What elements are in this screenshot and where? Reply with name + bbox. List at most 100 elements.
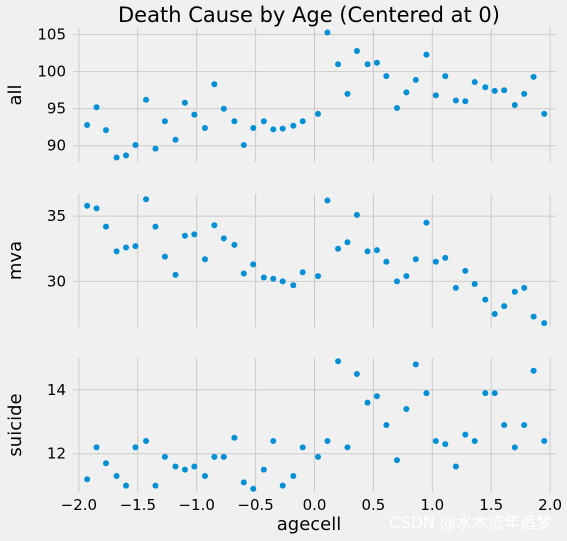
point-mva-18 <box>260 274 267 281</box>
point-mva-35 <box>432 258 439 265</box>
point-mva-2 <box>102 223 109 230</box>
point-mva-25 <box>335 245 342 252</box>
point-suicide-6 <box>143 437 150 444</box>
point-mva-27 <box>353 211 360 218</box>
y-axis-label-all: all <box>5 84 26 105</box>
panel-suicide: 12 14 suicide <box>5 358 556 492</box>
x-tick-label-8: 2.0 <box>538 496 562 514</box>
point-all-32 <box>403 89 410 96</box>
point-all-13 <box>211 81 218 88</box>
point-mva-9 <box>172 271 179 278</box>
point-suicide-45 <box>530 367 537 374</box>
point-mva-0 <box>84 202 91 209</box>
point-mva-32 <box>403 273 410 280</box>
point-suicide-15 <box>231 434 238 441</box>
point-suicide-43 <box>511 444 518 451</box>
point-suicide-29 <box>373 393 380 400</box>
point-suicide-21 <box>290 473 297 480</box>
point-all-21 <box>290 122 297 129</box>
point-all-18 <box>260 118 267 125</box>
point-mva-4 <box>123 244 130 251</box>
point-all-46 <box>541 110 548 117</box>
point-mva-17 <box>250 261 257 268</box>
point-all-26 <box>344 90 351 97</box>
x-tick-label-6: 1.0 <box>420 496 444 514</box>
point-all-8 <box>161 118 168 125</box>
point-suicide-28 <box>364 399 371 406</box>
x-tick-label-4: 0.0 <box>303 496 327 514</box>
point-suicide-26 <box>344 444 351 451</box>
x-axis-label: agecell <box>277 514 342 535</box>
point-mva-30 <box>383 258 390 265</box>
point-mva-13 <box>211 222 218 229</box>
point-all-33 <box>412 76 419 83</box>
point-all-29 <box>373 59 380 66</box>
point-all-39 <box>471 79 478 86</box>
point-all-35 <box>432 92 439 99</box>
point-suicide-10 <box>181 466 188 473</box>
point-all-3 <box>113 154 120 161</box>
point-suicide-25 <box>335 358 342 365</box>
point-mva-40 <box>482 296 489 303</box>
point-mva-6 <box>143 196 150 203</box>
y-axis-label-suicide: suicide <box>5 393 26 456</box>
point-all-11 <box>191 111 198 118</box>
point-mva-1 <box>93 205 100 212</box>
point-mva-8 <box>161 253 168 260</box>
point-all-36 <box>442 73 449 80</box>
point-mva-20 <box>279 278 286 285</box>
y-tick-label-suicide-0: 12 <box>47 445 66 463</box>
x-tick-label-3: −0.5 <box>237 496 273 514</box>
point-all-17 <box>250 124 257 131</box>
point-suicide-42 <box>501 422 508 428</box>
point-all-28 <box>364 61 371 68</box>
point-mva-19 <box>270 275 277 282</box>
y-tick-label-mva-0: 30 <box>47 272 66 290</box>
point-mva-10 <box>181 232 188 239</box>
point-suicide-9 <box>172 463 179 470</box>
point-mva-26 <box>344 239 351 246</box>
x-tick-label-7: 1.5 <box>479 496 503 514</box>
point-mva-7 <box>152 223 159 230</box>
point-mva-24 <box>324 197 331 204</box>
point-suicide-2 <box>102 460 109 467</box>
point-suicide-46 <box>541 437 548 444</box>
point-mva-43 <box>511 288 518 295</box>
point-all-10 <box>181 99 188 106</box>
point-mva-3 <box>113 248 120 255</box>
point-suicide-3 <box>113 473 120 480</box>
point-all-1 <box>93 104 100 111</box>
point-suicide-30 <box>383 422 390 428</box>
point-mva-33 <box>412 256 419 263</box>
point-suicide-44 <box>521 422 528 428</box>
y-axis-label-mva: mva <box>5 241 26 280</box>
point-mva-22 <box>299 269 306 276</box>
point-mva-14 <box>220 235 227 242</box>
point-all-7 <box>152 145 159 152</box>
point-all-30 <box>383 73 390 80</box>
point-mva-15 <box>231 241 238 248</box>
point-all-25 <box>335 61 342 68</box>
point-all-0 <box>84 121 91 128</box>
point-all-14 <box>220 105 227 112</box>
point-mva-44 <box>521 284 528 291</box>
y-tick-label-suicide-1: 14 <box>47 381 66 399</box>
point-all-38 <box>462 98 469 105</box>
point-mva-16 <box>240 270 247 277</box>
point-suicide-5 <box>132 444 139 451</box>
point-suicide-24 <box>324 437 331 444</box>
x-tick-label-5: 0.5 <box>361 496 385 514</box>
point-mva-46 <box>541 320 548 327</box>
point-mva-12 <box>201 256 208 263</box>
point-mva-38 <box>462 267 469 274</box>
point-mva-11 <box>191 231 198 238</box>
y-tick-label-all-3: 105 <box>37 26 66 44</box>
y-tick-label-all-0: 90 <box>47 137 66 155</box>
point-mva-34 <box>423 219 430 226</box>
point-all-45 <box>530 73 537 80</box>
point-all-2 <box>102 127 109 134</box>
point-suicide-23 <box>315 453 322 460</box>
point-mva-36 <box>442 254 449 261</box>
point-suicide-32 <box>403 406 410 413</box>
point-suicide-39 <box>471 437 478 444</box>
